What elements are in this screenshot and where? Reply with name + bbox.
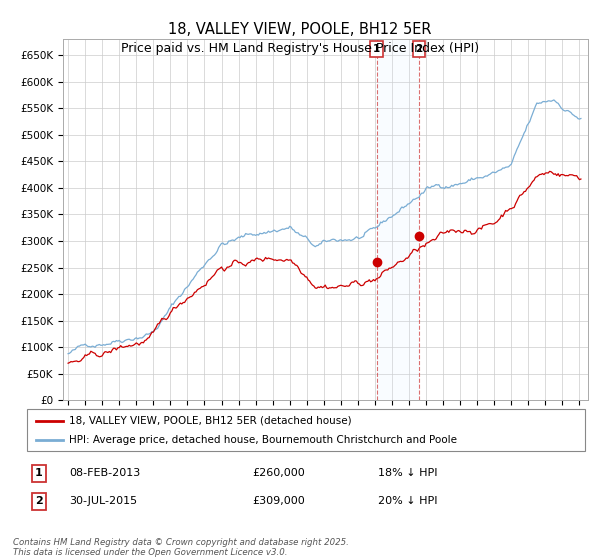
Text: 30-JUL-2015: 30-JUL-2015 <box>69 496 137 506</box>
Text: 18, VALLEY VIEW, POOLE, BH12 5ER (detached house): 18, VALLEY VIEW, POOLE, BH12 5ER (detach… <box>69 416 352 426</box>
Bar <box>377 39 419 400</box>
Text: £309,000: £309,000 <box>252 496 305 506</box>
Text: 1: 1 <box>373 44 380 54</box>
Text: HPI: Average price, detached house, Bournemouth Christchurch and Poole: HPI: Average price, detached house, Bour… <box>69 435 457 445</box>
Text: £260,000: £260,000 <box>252 468 305 478</box>
Text: Price paid vs. HM Land Registry's House Price Index (HPI): Price paid vs. HM Land Registry's House … <box>121 42 479 55</box>
Text: 2: 2 <box>415 44 422 54</box>
Text: 20% ↓ HPI: 20% ↓ HPI <box>378 496 437 506</box>
Text: Contains HM Land Registry data © Crown copyright and database right 2025.
This d: Contains HM Land Registry data © Crown c… <box>13 538 349 557</box>
Text: 2: 2 <box>35 496 43 506</box>
Text: 18% ↓ HPI: 18% ↓ HPI <box>378 468 437 478</box>
Text: 18, VALLEY VIEW, POOLE, BH12 5ER: 18, VALLEY VIEW, POOLE, BH12 5ER <box>168 22 432 38</box>
Text: 08-FEB-2013: 08-FEB-2013 <box>69 468 140 478</box>
Text: 1: 1 <box>35 468 43 478</box>
